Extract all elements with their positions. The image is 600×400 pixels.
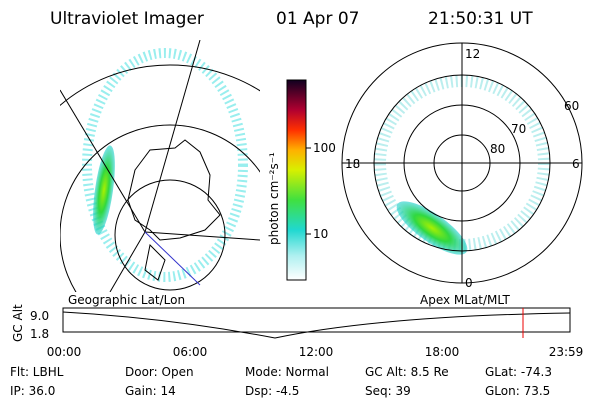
footer-field: GLat: -74.3 — [485, 365, 552, 379]
right-caption: Apex MLat/MLT — [420, 293, 510, 307]
lat-label: 80 — [490, 142, 505, 156]
footer-field: Gain: 14 — [125, 384, 176, 398]
altitude-ylabel: GC Alt — [11, 304, 25, 342]
aurora-bright — [396, 201, 468, 255]
aurora-oval — [82, 48, 248, 282]
geographic-map — [60, 40, 260, 292]
coastline — [127, 139, 221, 281]
left-caption: Geographic Lat/Lon — [68, 293, 185, 307]
footer-field: IP: 36.0 — [10, 384, 55, 398]
mlt-label: 0 — [465, 276, 473, 290]
lon-line — [144, 40, 201, 233]
colorbar — [286, 79, 307, 281]
mlt-label: 18 — [345, 157, 360, 171]
altitude-frame — [62, 307, 571, 333]
altitude-xtick: 06:00 — [173, 345, 208, 359]
lat-circle — [114, 179, 226, 291]
lat-circle — [60, 64, 260, 107]
footer-field: Door: Open — [125, 365, 194, 379]
altitude-xtick: 18:00 — [425, 345, 460, 359]
colorbar-label: photon cm⁻²s⁻¹ — [267, 152, 281, 245]
polar-plot — [341, 42, 583, 284]
altitude-ytick: 1.8 — [30, 327, 49, 341]
altitude-curve — [62, 311, 571, 339]
footer-field: Dsp: -4.5 — [245, 384, 299, 398]
footer-field: GC Alt: 8.5 Re — [365, 365, 449, 379]
sun-line — [144, 231, 201, 286]
footer-field: Flt: LBHL — [10, 365, 64, 379]
altitude-ytick: 9.0 — [30, 309, 49, 323]
altitude-xtick: 23:59 — [549, 345, 584, 359]
footer-field: GLon: 73.5 — [485, 384, 550, 398]
colorbar-tick-label: 10 — [313, 227, 328, 241]
lat-label: 60 — [564, 99, 579, 113]
mlt-label: 6 — [572, 157, 580, 171]
footer-field: Seq: 39 — [365, 384, 411, 398]
lat-label: 70 — [511, 122, 526, 136]
mlt-label: 12 — [465, 47, 480, 61]
altitude-xtick: 00:00 — [47, 345, 82, 359]
aurora-bright — [93, 145, 115, 235]
lon-line — [109, 231, 146, 292]
colorbar-tick-label: 100 — [313, 141, 336, 155]
footer: Flt: LBHL Door: Open Mode: Normal GC Alt: 8… — [10, 365, 552, 398]
time: 21:50:31 UT — [428, 9, 533, 29]
instrument: Ultraviolet Imager — [50, 9, 204, 29]
lon-line — [144, 231, 260, 241]
lat-circle — [60, 124, 260, 292]
footer-field: Mode: Normal — [245, 365, 329, 379]
altitude-xtick: 12:00 — [299, 345, 334, 359]
date: 01 Apr 07 — [276, 9, 359, 29]
